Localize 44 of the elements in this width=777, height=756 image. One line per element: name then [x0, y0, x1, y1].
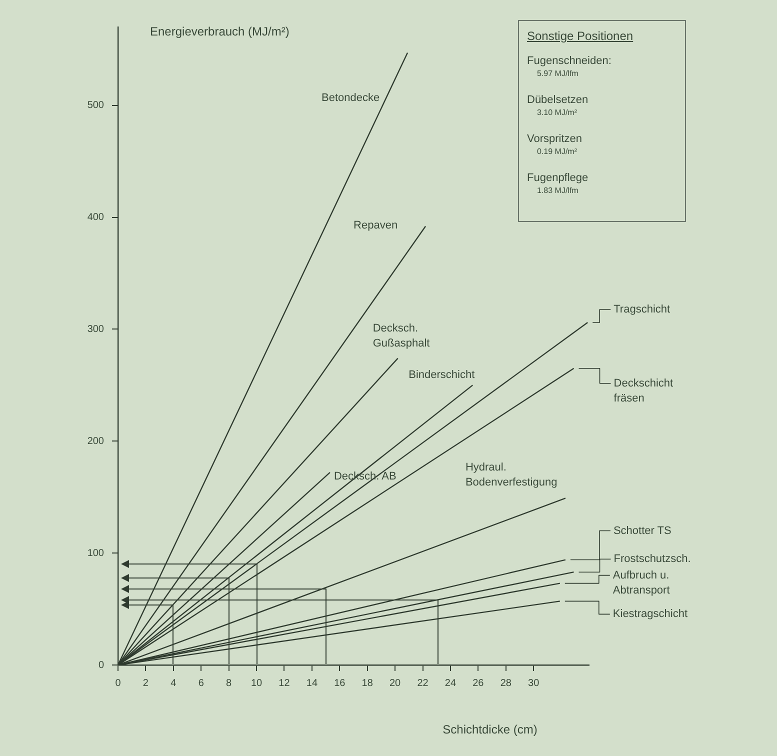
text: Decksch. Gußasphalt: [372, 322, 430, 350]
annotation: Dübelsetzen: [527, 94, 590, 106]
y-tick-label: 500: [87, 100, 104, 112]
series-label: Betondecke: [322, 92, 380, 104]
annotation: Fugenpflege: [527, 172, 590, 184]
x-tick-label: 6: [198, 678, 204, 689]
legend-label: Kiestragschicht: [612, 608, 688, 620]
annotation: 1.83 MJ/lfm: [536, 186, 580, 195]
x-tick-label: 8: [226, 678, 232, 689]
x-tick-label: 30: [528, 678, 540, 689]
x-tick-label: 4: [170, 678, 177, 689]
x-tick-label: 16: [334, 678, 346, 689]
annotation: Sonstige Positionen: [527, 29, 634, 43]
annotation: Vorspritzen: [527, 133, 584, 145]
y-tick-label: 400: [87, 212, 104, 224]
annotation: Fugenschneiden:: [527, 55, 612, 67]
x-axis-title: Schichtdicke (cm): [442, 722, 538, 736]
series-label: Hydraul. Bodenverfestigung: [465, 461, 558, 488]
y-tick-label: 300: [87, 324, 104, 335]
x-tick-label: 22: [417, 678, 429, 689]
y-tick-label: 100: [87, 548, 104, 559]
series-label: Repaven: [354, 219, 398, 232]
annotation: 5.97 MJ/lfm: [536, 69, 580, 78]
annotation: 3.10 MJ/m²: [536, 108, 578, 117]
y-tick-label: 0: [98, 660, 104, 671]
x-tick-label: 24: [444, 678, 456, 689]
text: Deckschicht fräsen: [614, 377, 674, 404]
x-tick-label: 20: [389, 678, 402, 689]
x-tick-label: 14: [306, 678, 318, 689]
annotation: 0.19 MJ/m²: [536, 147, 578, 156]
series-label: Binderschicht: [408, 369, 475, 382]
x-tick-label: 2: [142, 678, 149, 689]
y-axis-title: Energieverbrauch (MJ/m²): [150, 24, 290, 38]
x-tick-label: 12: [278, 678, 290, 689]
x-tick-label: 18: [362, 678, 374, 689]
x-tick-label: 28: [500, 678, 512, 689]
y-tick-label: 200: [87, 436, 104, 447]
legend-label: Frostschutzsch.: [614, 553, 691, 566]
x-tick-label: 10: [250, 678, 263, 689]
text: Schotter TS: [613, 524, 672, 537]
legend-label: Aufbruch u. Abtransport: [612, 569, 670, 596]
x-tick-label: 26: [472, 678, 484, 689]
x-tick-label: 0: [115, 678, 122, 689]
legend-label: Tragschicht: [614, 304, 670, 316]
